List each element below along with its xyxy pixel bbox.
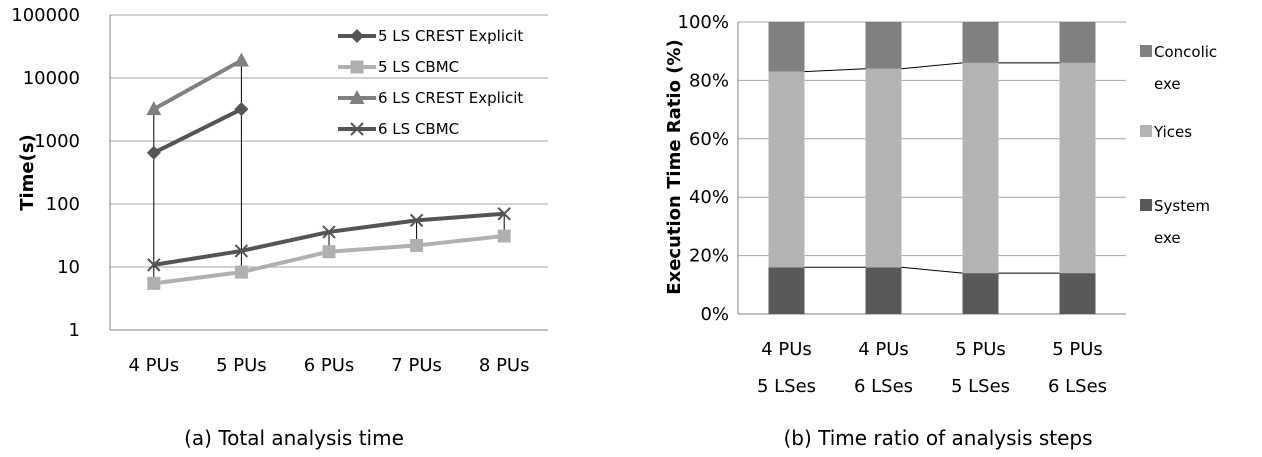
legend-label: 5 LS CBMC bbox=[378, 58, 459, 76]
data-point bbox=[233, 52, 249, 67]
series-line bbox=[152, 107, 243, 155]
x-tick-label: 5 LSes bbox=[951, 376, 1010, 397]
y-tick-label: 10000 bbox=[23, 68, 80, 89]
series-connector-line bbox=[804, 68, 866, 73]
x-tick-label: 6 LSes bbox=[1048, 376, 1107, 397]
legend-label: exe bbox=[1154, 75, 1181, 93]
x-tick-label: 4 PUs bbox=[761, 339, 812, 360]
data-point bbox=[147, 276, 161, 290]
legend-marker bbox=[350, 122, 364, 136]
y-tick-label: 60% bbox=[689, 129, 729, 150]
data-point bbox=[146, 145, 161, 160]
y-axis-title: Execution Time Ratio (%) bbox=[664, 39, 685, 294]
y-axis-title: Time(s) bbox=[17, 134, 38, 211]
x-tick-label: 5 PUs bbox=[955, 339, 1006, 360]
stacked-bar-chart-time-ratio: 0% 20% 40% 60% 80% 100% Execution Time Ratio (… bbox=[664, 12, 1217, 450]
legend-marker bbox=[350, 60, 364, 74]
y-tick-label: 20% bbox=[689, 246, 729, 267]
y-tick-label: 1 bbox=[69, 320, 80, 341]
series-connector-line bbox=[901, 266, 963, 274]
data-point bbox=[409, 213, 424, 228]
data-point bbox=[322, 245, 336, 259]
bar-segment bbox=[768, 22, 805, 72]
y-tick-label: 100 bbox=[46, 194, 80, 215]
data-point bbox=[234, 244, 249, 258]
bar-segment bbox=[962, 273, 999, 314]
legend-swatch bbox=[1140, 199, 1152, 211]
bar-segment bbox=[768, 71, 805, 268]
data-point bbox=[234, 102, 249, 117]
y-tick-label: 100000 bbox=[11, 5, 80, 26]
line-chart-total-analysis-time: 1 10 100 1000 10000 100000 4 PUs 5 PUs 6 PUs 7 PU… bbox=[11, 5, 548, 450]
bar-segment bbox=[865, 22, 902, 69]
data-point bbox=[410, 238, 424, 252]
bar-segment bbox=[768, 267, 805, 314]
x-tick-label: 4 PUs bbox=[858, 339, 909, 360]
legend-marker bbox=[350, 29, 364, 43]
y-tick-label: 80% bbox=[689, 70, 729, 91]
series-line bbox=[152, 58, 243, 111]
x-tick-label: 6 PUs bbox=[304, 355, 355, 376]
bar-segment bbox=[1059, 62, 1096, 274]
data-point bbox=[234, 265, 248, 279]
data-point bbox=[147, 258, 161, 272]
legend-label: Yices bbox=[1153, 123, 1192, 141]
data-point bbox=[497, 207, 511, 221]
legend-label: 6 LS CREST Explicit bbox=[378, 89, 523, 107]
x-tick-label: 7 PUs bbox=[391, 355, 442, 376]
x-tick-label: 4 PUs bbox=[129, 355, 180, 376]
y-tick-label: 0% bbox=[700, 304, 729, 325]
bar-segment bbox=[865, 68, 902, 268]
data-point bbox=[497, 229, 511, 243]
data-point bbox=[322, 225, 336, 239]
y-tick-label: 1000 bbox=[34, 131, 80, 152]
y-tick-label: 10 bbox=[57, 257, 80, 278]
x-tick-label: 5 LSes bbox=[757, 376, 816, 397]
legend-label: 6 LS CBMC bbox=[378, 120, 459, 138]
legend-marker bbox=[349, 90, 365, 104]
legend-label: System bbox=[1154, 197, 1210, 215]
bar-segment bbox=[962, 62, 999, 274]
legend-label: Concolic bbox=[1154, 43, 1217, 61]
x-tick-label: 5 PUs bbox=[216, 355, 267, 376]
legend-swatch bbox=[1140, 125, 1152, 137]
legend-label: exe bbox=[1154, 229, 1181, 247]
x-tick-label: 8 PUs bbox=[479, 355, 530, 376]
bar-segment bbox=[1059, 273, 1096, 314]
bar-segment bbox=[865, 267, 902, 314]
y-tick-label: 100% bbox=[678, 12, 729, 33]
caption: (a) Total analysis time bbox=[184, 426, 404, 450]
legend-swatch bbox=[1140, 45, 1152, 57]
data-point bbox=[146, 101, 162, 116]
x-tick-label: 5 PUs bbox=[1052, 339, 1103, 360]
bar-segment bbox=[962, 22, 999, 63]
legend-label: 5 LS CREST Explicit bbox=[378, 27, 523, 45]
x-tick-label: 6 LSes bbox=[854, 376, 913, 397]
caption: (b) Time ratio of analysis steps bbox=[783, 426, 1092, 450]
y-tick-label: 40% bbox=[689, 187, 729, 208]
bar-segment bbox=[1059, 22, 1096, 63]
series-connector-line bbox=[901, 62, 963, 70]
